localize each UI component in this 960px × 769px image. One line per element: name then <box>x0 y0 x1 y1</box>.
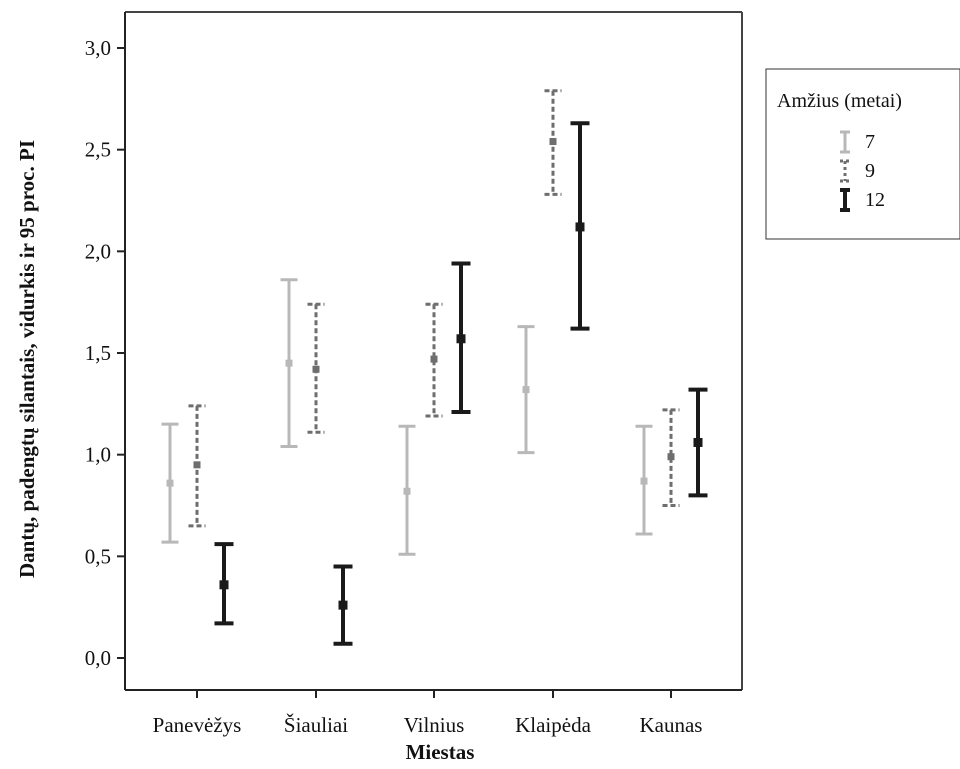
series-7 <box>161 278 653 556</box>
x-axis: Panevėžys Šiauliai Vilnius Klaipėda Kaunas <box>125 689 742 737</box>
legend-title: Amžius (metai) <box>777 90 902 112</box>
error-bar <box>333 564 353 646</box>
error-bar <box>517 325 535 455</box>
error-bar <box>307 302 325 434</box>
mean-marker <box>667 453 675 461</box>
mean-marker <box>456 334 466 344</box>
mean-marker <box>522 386 530 394</box>
y-tick-label: 1,5 <box>85 341 111 365</box>
error-bar <box>161 422 179 544</box>
legend-label: 9 <box>865 160 875 182</box>
error-bar <box>188 404 206 528</box>
mean-marker <box>219 580 229 590</box>
legend-box <box>765 68 960 240</box>
error-bar <box>451 261 471 414</box>
error-bar <box>635 424 653 536</box>
mean-marker <box>193 461 201 469</box>
x-tick-label: Klaipėda <box>515 713 591 737</box>
legend-item: 9 <box>840 159 875 183</box>
mean-marker <box>640 477 648 485</box>
x-tick-label: Vilnius <box>404 713 465 737</box>
plot-frame <box>125 11 743 690</box>
legend: Amžius (metai) 7 9 12 <box>765 68 960 240</box>
y-tick-label: 2,5 <box>85 138 111 162</box>
series-12 <box>214 121 708 646</box>
mean-marker <box>693 437 703 447</box>
y-tick-label: 2,0 <box>85 239 111 263</box>
error-bar <box>398 424 416 556</box>
x-tick-label: Šiauliai <box>284 713 348 737</box>
series-9 <box>188 89 680 528</box>
legend-item: 7 <box>840 130 875 154</box>
mean-marker <box>338 600 348 610</box>
legend-label: 7 <box>865 131 875 153</box>
mean-marker <box>549 138 557 146</box>
error-bar <box>570 121 590 331</box>
error-bar <box>544 89 562 196</box>
y-tick-label: 0,0 <box>85 646 111 670</box>
error-bar <box>425 302 443 418</box>
y-axis-title: Dantų, padengtų silantais, vidurkis ir 9… <box>15 140 39 578</box>
mean-marker <box>430 355 438 363</box>
series-layer <box>161 89 708 646</box>
legend-item: 12 <box>840 188 885 212</box>
error-bar <box>662 408 680 507</box>
y-tick-label: 0,5 <box>85 544 111 568</box>
y-tick-label: 1,0 <box>85 443 111 467</box>
error-bar <box>280 278 298 449</box>
mean-marker <box>166 479 174 487</box>
y-axis: 0,0 0,5 1,0 1,5 2,0 2,5 3,0 <box>85 12 126 690</box>
y-tick-label: 3,0 <box>85 36 111 60</box>
mean-marker <box>575 222 585 232</box>
x-tick-label: Panevėžys <box>153 713 242 737</box>
x-tick-label: Kaunas <box>640 713 703 737</box>
legend-items: 7 9 12 <box>840 130 885 212</box>
error-bar <box>214 542 234 626</box>
mean-marker <box>312 365 320 373</box>
mean-marker <box>285 359 293 367</box>
x-axis-title: Miestas <box>406 740 475 764</box>
legend-label: 12 <box>865 189 885 211</box>
error-bar <box>688 387 708 498</box>
mean-marker <box>403 487 411 495</box>
